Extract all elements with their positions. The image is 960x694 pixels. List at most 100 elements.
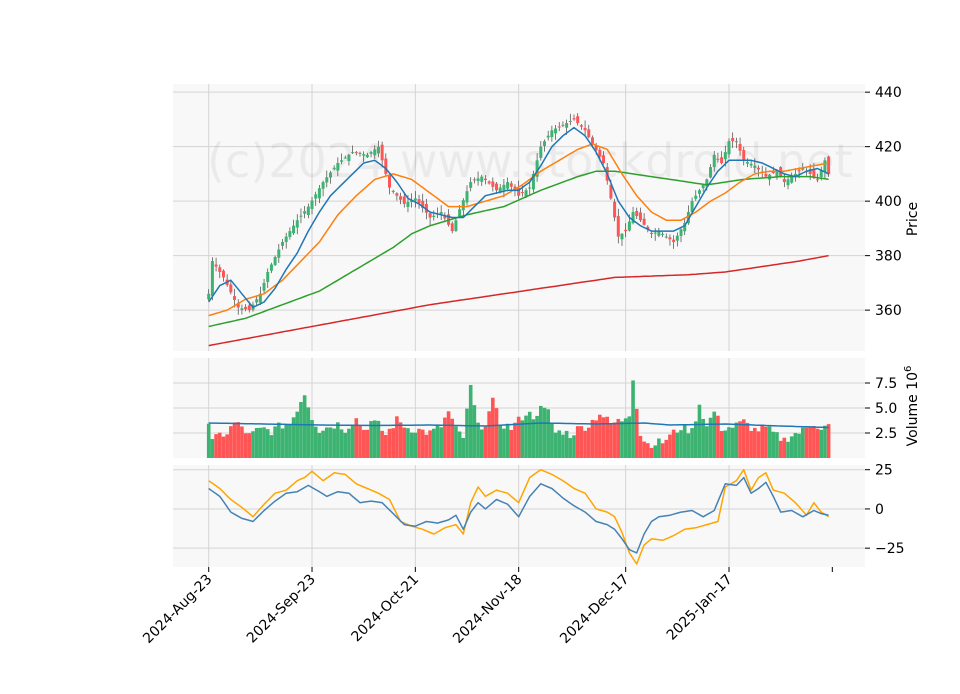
volume-bar	[243, 433, 248, 458]
volume-bar	[516, 416, 521, 458]
candle-body	[395, 193, 399, 196]
candle-body	[351, 152, 355, 154]
volume-bar	[210, 439, 215, 458]
candle-body	[343, 157, 347, 159]
candle-body	[299, 215, 303, 217]
candle-body	[506, 182, 510, 189]
volume-bar	[601, 417, 606, 458]
volume-bar	[291, 417, 296, 458]
candle-body	[661, 233, 665, 235]
candle-body	[631, 212, 635, 224]
volume-bar	[262, 427, 266, 458]
ma-long-line	[208, 170, 829, 328]
candle-body	[554, 128, 558, 134]
candle-body	[816, 179, 820, 181]
candle-body	[716, 158, 720, 160]
candle-body	[635, 210, 639, 217]
volume-bar	[627, 416, 632, 458]
candle-body	[764, 173, 768, 177]
candle-body	[262, 282, 266, 291]
volume-bar	[664, 439, 669, 458]
volume-bar	[793, 432, 798, 458]
volume-bar	[358, 426, 362, 458]
volume-bar	[553, 432, 558, 458]
volume-bar	[575, 426, 580, 458]
candle-body	[207, 293, 211, 300]
candle-body	[373, 149, 377, 156]
volume-bar	[727, 427, 731, 458]
volume-bar	[804, 427, 809, 458]
x-tick-label: 2025-Jan-17	[664, 572, 736, 644]
candle-body	[720, 157, 724, 164]
candle-body	[317, 188, 321, 199]
candle-body	[664, 236, 668, 238]
volume-bar	[369, 421, 373, 458]
candle-body	[727, 141, 731, 155]
candle-body	[742, 150, 746, 161]
volume-bar	[797, 433, 801, 458]
volume-bar	[638, 435, 643, 458]
candle-body	[461, 200, 465, 211]
candle-body	[690, 201, 694, 213]
volume-bar	[454, 426, 458, 458]
candle-body	[472, 179, 476, 181]
x-tick-label: 2024-Oct-21	[349, 572, 423, 646]
candle-body	[568, 120, 572, 122]
candle-body	[321, 182, 325, 189]
volume-bar	[583, 430, 587, 458]
candle-body	[277, 249, 281, 258]
volume-bar	[800, 427, 805, 458]
price-tick-label: 440	[875, 85, 902, 101]
volume-bar	[269, 435, 274, 458]
candle-body	[288, 231, 292, 237]
volume-bar	[823, 425, 827, 458]
x-tick-label: 2024-Nov-18	[450, 572, 525, 647]
volume-bar	[395, 416, 399, 458]
volume-bar	[786, 441, 790, 458]
volume-bar	[657, 438, 661, 458]
candle-body	[797, 170, 801, 172]
volume-bar	[472, 405, 477, 458]
volume-bar	[782, 437, 787, 458]
candle-body	[594, 145, 598, 151]
candle-body	[583, 127, 587, 131]
candle-body	[384, 158, 388, 174]
candle-body	[694, 195, 698, 199]
volume-bar	[564, 430, 569, 458]
volume-bar	[749, 430, 753, 458]
candle-body	[786, 179, 790, 186]
volume-bar	[483, 426, 488, 458]
volume-bar	[586, 427, 591, 458]
candle-body	[572, 118, 576, 120]
volume-bar	[741, 419, 746, 458]
osc-tick-label: 25	[875, 463, 893, 479]
volume-bar	[505, 423, 510, 458]
volume-bar	[417, 428, 421, 458]
candle-body	[266, 271, 270, 283]
candle-body	[347, 154, 351, 161]
candle-body	[406, 202, 410, 207]
candle-body	[712, 154, 716, 168]
price-tick-label: 360	[875, 303, 902, 319]
x-tick-label: 2024-Aug-23	[140, 572, 215, 647]
candle-body	[410, 200, 414, 203]
candle-body	[439, 212, 443, 215]
volume-bar	[491, 397, 495, 458]
volume-bar	[306, 407, 311, 458]
volume-bar	[446, 411, 451, 458]
candle-body	[421, 200, 425, 208]
volume-bar	[225, 434, 229, 458]
volume-bar	[221, 436, 226, 458]
volume-bar	[424, 434, 429, 458]
volume-bar	[734, 422, 739, 458]
volume-bar	[527, 411, 532, 458]
candle-body	[218, 267, 222, 272]
volume-bar	[690, 428, 694, 458]
candle-body	[757, 167, 761, 170]
volume-bar	[236, 422, 241, 458]
volume-bar	[295, 411, 300, 458]
volume-bar	[753, 427, 757, 458]
candle-body	[528, 187, 532, 189]
volume-bar	[756, 431, 761, 458]
